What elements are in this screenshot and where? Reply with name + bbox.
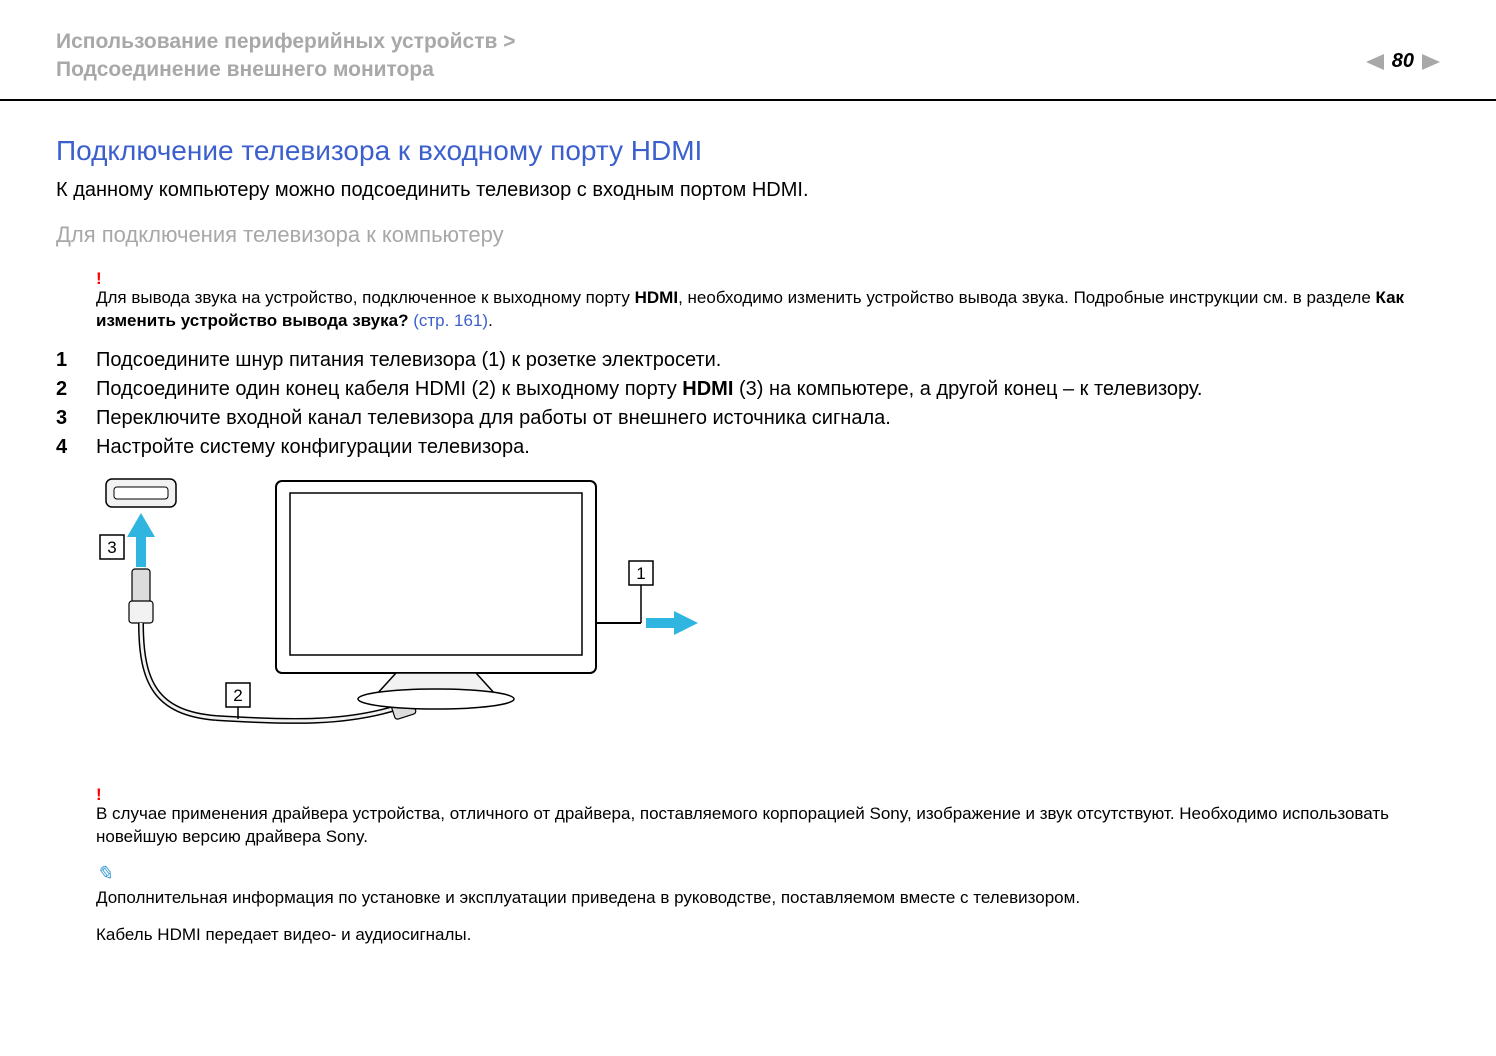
warn1-link[interactable]: (стр. 161) (413, 311, 488, 330)
step2-post: (3) на компьютере, а другой конец – к те… (733, 378, 1202, 400)
intro-text: К данному компьютеру можно подсоединить … (56, 177, 1440, 204)
step-3: 3 Переключите входной канал телевизора д… (56, 405, 1440, 432)
page-content: Подключение телевизора к входному порту … (0, 101, 1496, 1002)
hdmi-plug-icon (129, 569, 216, 718)
step-text: Подсоедините шнур питания телевизора (1)… (96, 347, 1440, 374)
subsection-title: Для подключения телевизора к компьютеру (56, 222, 1440, 248)
breadcrumb: Использование периферийных устройств > П… (56, 28, 516, 85)
hdmi-port-icon (106, 479, 176, 507)
arrow-to-port-icon (127, 513, 155, 567)
page-number: 80 (1392, 50, 1414, 73)
pencil-icon: ✎ (96, 863, 113, 885)
diagram-svg: 3 (96, 473, 706, 763)
warn1-mid: , необходимо изменить устройство вывода … (678, 288, 1375, 307)
breadcrumb-line-1: Использование периферийных устройств > (56, 28, 516, 56)
label-2: 2 (226, 683, 250, 719)
step-2: 2 Подсоедините один конец кабеля HDMI (2… (56, 376, 1440, 403)
label-3: 3 (100, 535, 124, 559)
breadcrumb-line-2: Подсоединение внешнего монитора (56, 56, 516, 84)
step2-bold: HDMI (682, 378, 733, 400)
step-text: Переключите входной канал телевизора для… (96, 405, 1440, 432)
step-text: Подсоедините один конец кабеля HDMI (2) … (96, 376, 1440, 403)
label-1: 1 (629, 561, 653, 585)
warn1-pre: Для вывода звука на устройство, подключе… (96, 288, 635, 307)
warning-note-2: ! В случае применения драйвера устройств… (96, 786, 1440, 849)
label-2-text: 2 (233, 686, 242, 705)
warning-text-2: В случае применения драйвера устройства,… (96, 803, 1440, 849)
next-page-icon[interactable] (1422, 54, 1440, 70)
page-nav: 80 (1366, 50, 1440, 73)
step-number: 1 (56, 347, 78, 374)
step-text: Настройте систему конфигурации телевизор… (96, 434, 1440, 461)
page-header: Использование периферийных устройств > П… (0, 0, 1496, 99)
warn1-post: . (488, 311, 493, 330)
connection-diagram: 3 (96, 473, 1440, 768)
label-1-text: 1 (636, 564, 645, 583)
info-text-1: Дополнительная информация по установке и… (96, 887, 1440, 910)
warning-text-1: Для вывода звука на устройство, подключе… (96, 287, 1440, 333)
arrow-to-outlet-icon (646, 611, 698, 635)
label-3-text: 3 (107, 538, 116, 557)
info-icon-row: ✎ (96, 864, 1440, 885)
warning-icon: ! (96, 786, 1440, 803)
warning-note-1: ! Для вывода звука на устройство, подклю… (96, 270, 1440, 333)
step2-pre: Подсоедините один конец кабеля HDMI (2) … (96, 378, 682, 400)
step-4: 4 Настройте систему конфигурации телевиз… (56, 434, 1440, 461)
power-cable-icon (596, 585, 641, 623)
document-page: Использование периферийных устройств > П… (0, 0, 1496, 1001)
warn1-bold1: HDMI (635, 288, 678, 307)
prev-page-icon[interactable] (1366, 54, 1384, 70)
step-number: 3 (56, 405, 78, 432)
step-number: 2 (56, 376, 78, 403)
section-title: Подключение телевизора к входному порту … (56, 135, 1440, 167)
info-text-2: Кабель HDMI передает видео- и аудиосигна… (96, 924, 1440, 947)
tv-icon (276, 481, 596, 709)
steps-list: 1 Подсоедините шнур питания телевизора (… (56, 347, 1440, 461)
step-number: 4 (56, 434, 78, 461)
step-1: 1 Подсоедините шнур питания телевизора (… (56, 347, 1440, 374)
warning-icon: ! (96, 270, 1440, 287)
